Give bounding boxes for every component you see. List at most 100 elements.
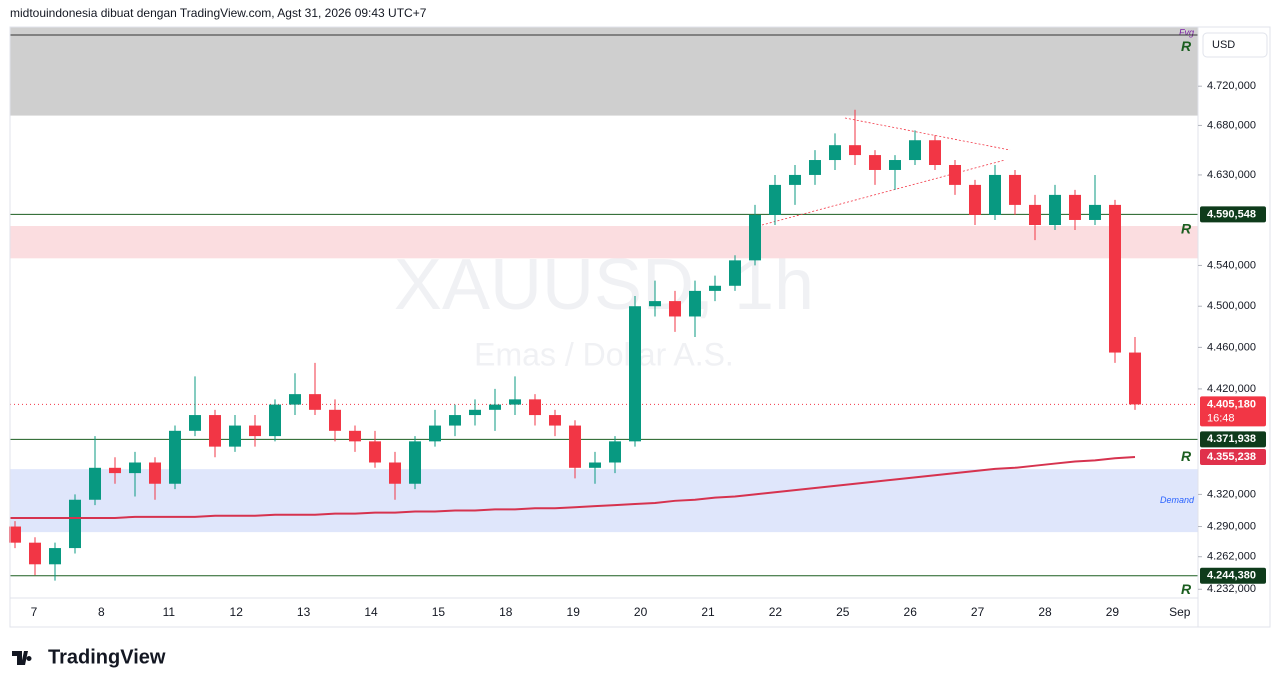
candle-body (869, 155, 881, 170)
x-tick-label: 11 (163, 605, 176, 619)
candle-body (429, 425, 441, 442)
candle-body (229, 425, 241, 447)
candle-body (749, 214, 761, 261)
plot: XAUUSD, 1h Emas / Dollar A.S. Fvg Demand R R R… (9, 27, 1198, 597)
y-tick-label: 4.630,000 (1207, 169, 1256, 181)
trend-drawing (761, 159, 1006, 226)
candle-body (569, 425, 581, 468)
x-tick-label: 22 (769, 605, 783, 619)
price-label: 4.371,938 (1207, 433, 1256, 445)
candle-body (129, 462, 141, 474)
candle-body (369, 441, 381, 463)
candle-body (349, 430, 361, 442)
y-tick-label: 4.540,000 (1207, 259, 1256, 271)
y-tick-label: 4.460,000 (1207, 341, 1256, 353)
candle-body (189, 415, 201, 431)
candle-body (209, 415, 221, 447)
x-tick-label: 26 (904, 605, 918, 619)
x-tick-label: 13 (297, 605, 311, 619)
candle-body (1029, 204, 1041, 225)
x-tick-label: 14 (364, 605, 378, 619)
price-label-box (1200, 396, 1266, 427)
candle-body (649, 301, 661, 307)
candle-body (1089, 204, 1101, 220)
x-tick-label: Sep (1169, 605, 1191, 619)
candle-body (1009, 174, 1021, 205)
candle-body (249, 425, 261, 437)
x-tick-label: 28 (1038, 605, 1052, 619)
r-label: R (1181, 38, 1192, 54)
candle-body (969, 184, 981, 215)
candle-body (69, 499, 81, 549)
price-label: 4.405,180 (1207, 398, 1256, 410)
candle-body (1109, 204, 1121, 353)
x-tick-label: 21 (701, 605, 715, 619)
price-label: 4.355,238 (1207, 451, 1256, 463)
candle-body (529, 399, 541, 416)
candle-body (689, 290, 701, 317)
y-tick-label: 4.500,000 (1207, 300, 1256, 312)
brand: TradingView (48, 646, 166, 668)
candle-body (9, 526, 21, 543)
price-label-box (1200, 431, 1266, 448)
price-label-box (1200, 448, 1266, 465)
candle-body (509, 399, 521, 405)
currency[interactable]: USD (1212, 39, 1235, 51)
candle-body (1129, 352, 1141, 405)
watermark-name: Emas / Dollar A.S. (474, 336, 734, 372)
y-tick-label: 4.320,000 (1207, 488, 1256, 500)
candle-body (949, 164, 961, 185)
x-tick-label: 12 (230, 605, 244, 619)
countdown: 16:48 (1207, 412, 1235, 424)
y-tick-label: 4.420,000 (1207, 383, 1256, 395)
candle-body (589, 462, 601, 468)
moving-average (10, 455, 1136, 519)
candle-body (709, 285, 721, 291)
logo: TradingView (12, 646, 166, 668)
candle-body (269, 404, 281, 437)
y-tick-label: 4.720,000 (1207, 80, 1256, 92)
candle-body (609, 441, 621, 463)
candle-body (109, 467, 121, 474)
candle-body (149, 462, 161, 484)
zone-label: Fvg (1179, 27, 1194, 37)
candle-body (729, 260, 741, 286)
candle-body (769, 184, 781, 215)
candle-body (1049, 194, 1061, 225)
zone-label: Demand (1160, 495, 1195, 505)
candle-body (669, 301, 681, 317)
watermark-symbol: XAUUSD, 1h (394, 245, 814, 325)
candle-body (29, 542, 41, 565)
candle-body (329, 409, 341, 431)
x-tick-label: 27 (971, 605, 985, 619)
trend-drawing (844, 117, 1011, 151)
x-tick-label: 25 (836, 605, 850, 619)
price-label: 4.244,380 (1207, 570, 1256, 582)
x-tick-label: 15 (432, 605, 446, 619)
x-tick-label: 29 (1106, 605, 1120, 619)
candle-body (889, 160, 901, 170)
candle-body (829, 145, 841, 161)
candle-body (629, 306, 641, 442)
x-tick-label: 20 (634, 605, 648, 619)
candle-body (989, 174, 1001, 215)
candle-body (549, 415, 561, 426)
r-label: R (1181, 448, 1192, 464)
price-label: 4.590,548 (1207, 208, 1256, 220)
header: midtouindonesia dibuat dengan TradingVie… (10, 6, 427, 20)
zone (10, 469, 1198, 533)
candle-body (489, 404, 501, 410)
candle-body (289, 394, 301, 405)
y-tick-label: 4.290,000 (1207, 520, 1256, 532)
candle-body (789, 174, 801, 185)
candle-body (389, 462, 401, 484)
candle-body (469, 409, 481, 416)
price-label-box (1200, 567, 1266, 584)
currency-button[interactable] (1202, 32, 1268, 58)
candle-body (89, 467, 101, 500)
y-tick-label: 4.262,000 (1207, 551, 1256, 563)
x-tick-label: 7 (31, 605, 38, 619)
candle-body (929, 140, 941, 165)
zone (10, 225, 1198, 259)
